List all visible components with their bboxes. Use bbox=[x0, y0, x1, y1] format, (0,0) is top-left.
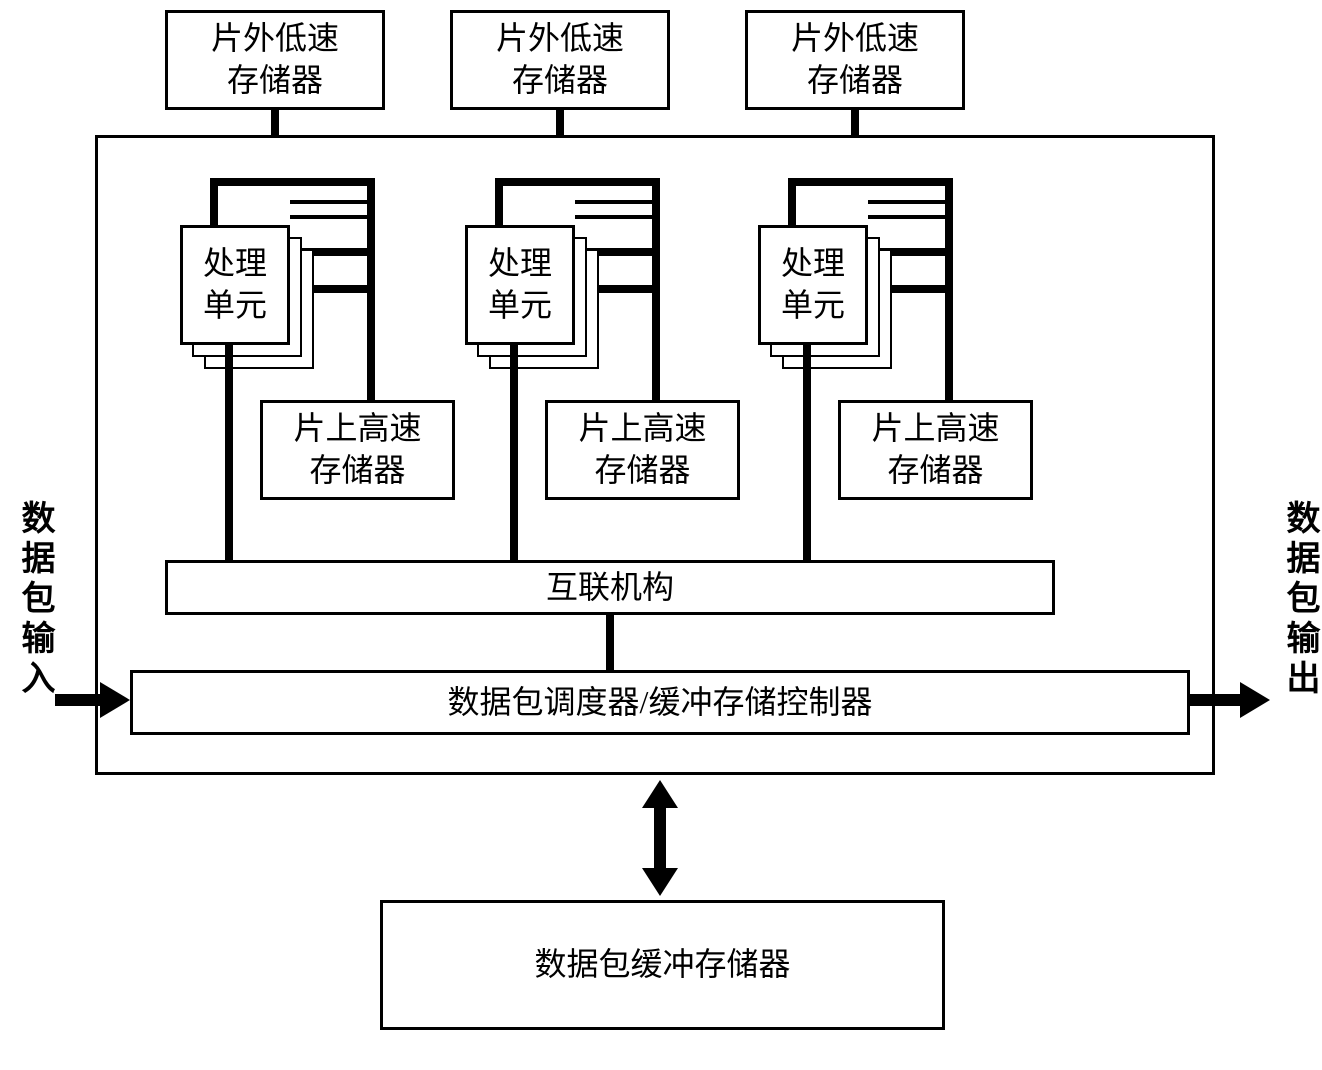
connector bbox=[945, 178, 953, 403]
connector bbox=[788, 178, 796, 228]
interconnect-box: 互联机构 bbox=[165, 560, 1055, 615]
output-arrow-shaft bbox=[1190, 694, 1245, 706]
on-chip-memory-label: 片上高速 存储器 bbox=[578, 408, 706, 491]
connector bbox=[290, 215, 375, 219]
packet-input-label: 数据包输入 bbox=[10, 500, 59, 700]
connector bbox=[495, 178, 503, 228]
connector bbox=[868, 200, 953, 204]
off-chip-memory-label: 片外低速 存储器 bbox=[496, 18, 624, 101]
connector bbox=[210, 178, 375, 186]
off-chip-memory-label: 片外低速 存储器 bbox=[211, 18, 339, 101]
packet-output-label: 数据包输出 bbox=[1275, 500, 1322, 700]
scheduler-box: 数据包调度器/缓冲存储控制器 bbox=[130, 670, 1190, 735]
processing-unit-label: 处理 单元 bbox=[488, 243, 552, 326]
off-chip-memory-2: 片外低速 存储器 bbox=[450, 10, 670, 110]
processing-unit-label: 处理 单元 bbox=[781, 243, 845, 326]
connector bbox=[606, 615, 614, 673]
on-chip-memory-label: 片上高速 存储器 bbox=[871, 408, 999, 491]
double-arrow-up bbox=[642, 780, 678, 808]
on-chip-memory-2: 片上高速 存储器 bbox=[545, 400, 740, 500]
connector bbox=[788, 178, 953, 186]
connector bbox=[575, 200, 660, 204]
processing-unit-label: 处理 单元 bbox=[203, 243, 267, 326]
scheduler-label: 数据包调度器/缓冲存储控制器 bbox=[448, 682, 873, 724]
output-arrow-head bbox=[1240, 682, 1270, 718]
on-chip-memory-3: 片上高速 存储器 bbox=[838, 400, 1033, 500]
connector bbox=[868, 215, 953, 219]
on-chip-memory-label: 片上高速 存储器 bbox=[293, 408, 421, 491]
processing-unit-2: 处理 单元 bbox=[465, 225, 575, 345]
connector bbox=[803, 345, 811, 563]
processing-unit-3: 处理 单元 bbox=[758, 225, 868, 345]
off-chip-memory-3: 片外低速 存储器 bbox=[745, 10, 965, 110]
connector bbox=[290, 200, 375, 204]
connector bbox=[367, 178, 375, 403]
on-chip-memory-1: 片上高速 存储器 bbox=[260, 400, 455, 500]
off-chip-memory-1: 片外低速 存储器 bbox=[165, 10, 385, 110]
diagram-container: 片外低速 存储器 片外低速 存储器 片外低速 存储器 处理 单元 片上高速 存储… bbox=[0, 0, 1322, 1070]
connector bbox=[225, 345, 233, 563]
interconnect-label: 互联机构 bbox=[546, 567, 674, 609]
input-arrow-head bbox=[100, 682, 130, 718]
packet-buffer-label: 数据包缓冲存储器 bbox=[534, 944, 790, 986]
connector bbox=[210, 178, 218, 228]
off-chip-memory-label: 片外低速 存储器 bbox=[791, 18, 919, 101]
packet-buffer-box: 数据包缓冲存储器 bbox=[380, 900, 945, 1030]
connector bbox=[652, 178, 660, 403]
connector bbox=[495, 178, 660, 186]
double-arrow-shaft bbox=[654, 805, 666, 870]
processing-unit-1: 处理 单元 bbox=[180, 225, 290, 345]
connector bbox=[575, 215, 660, 219]
connector bbox=[510, 345, 518, 563]
double-arrow-down bbox=[642, 868, 678, 896]
